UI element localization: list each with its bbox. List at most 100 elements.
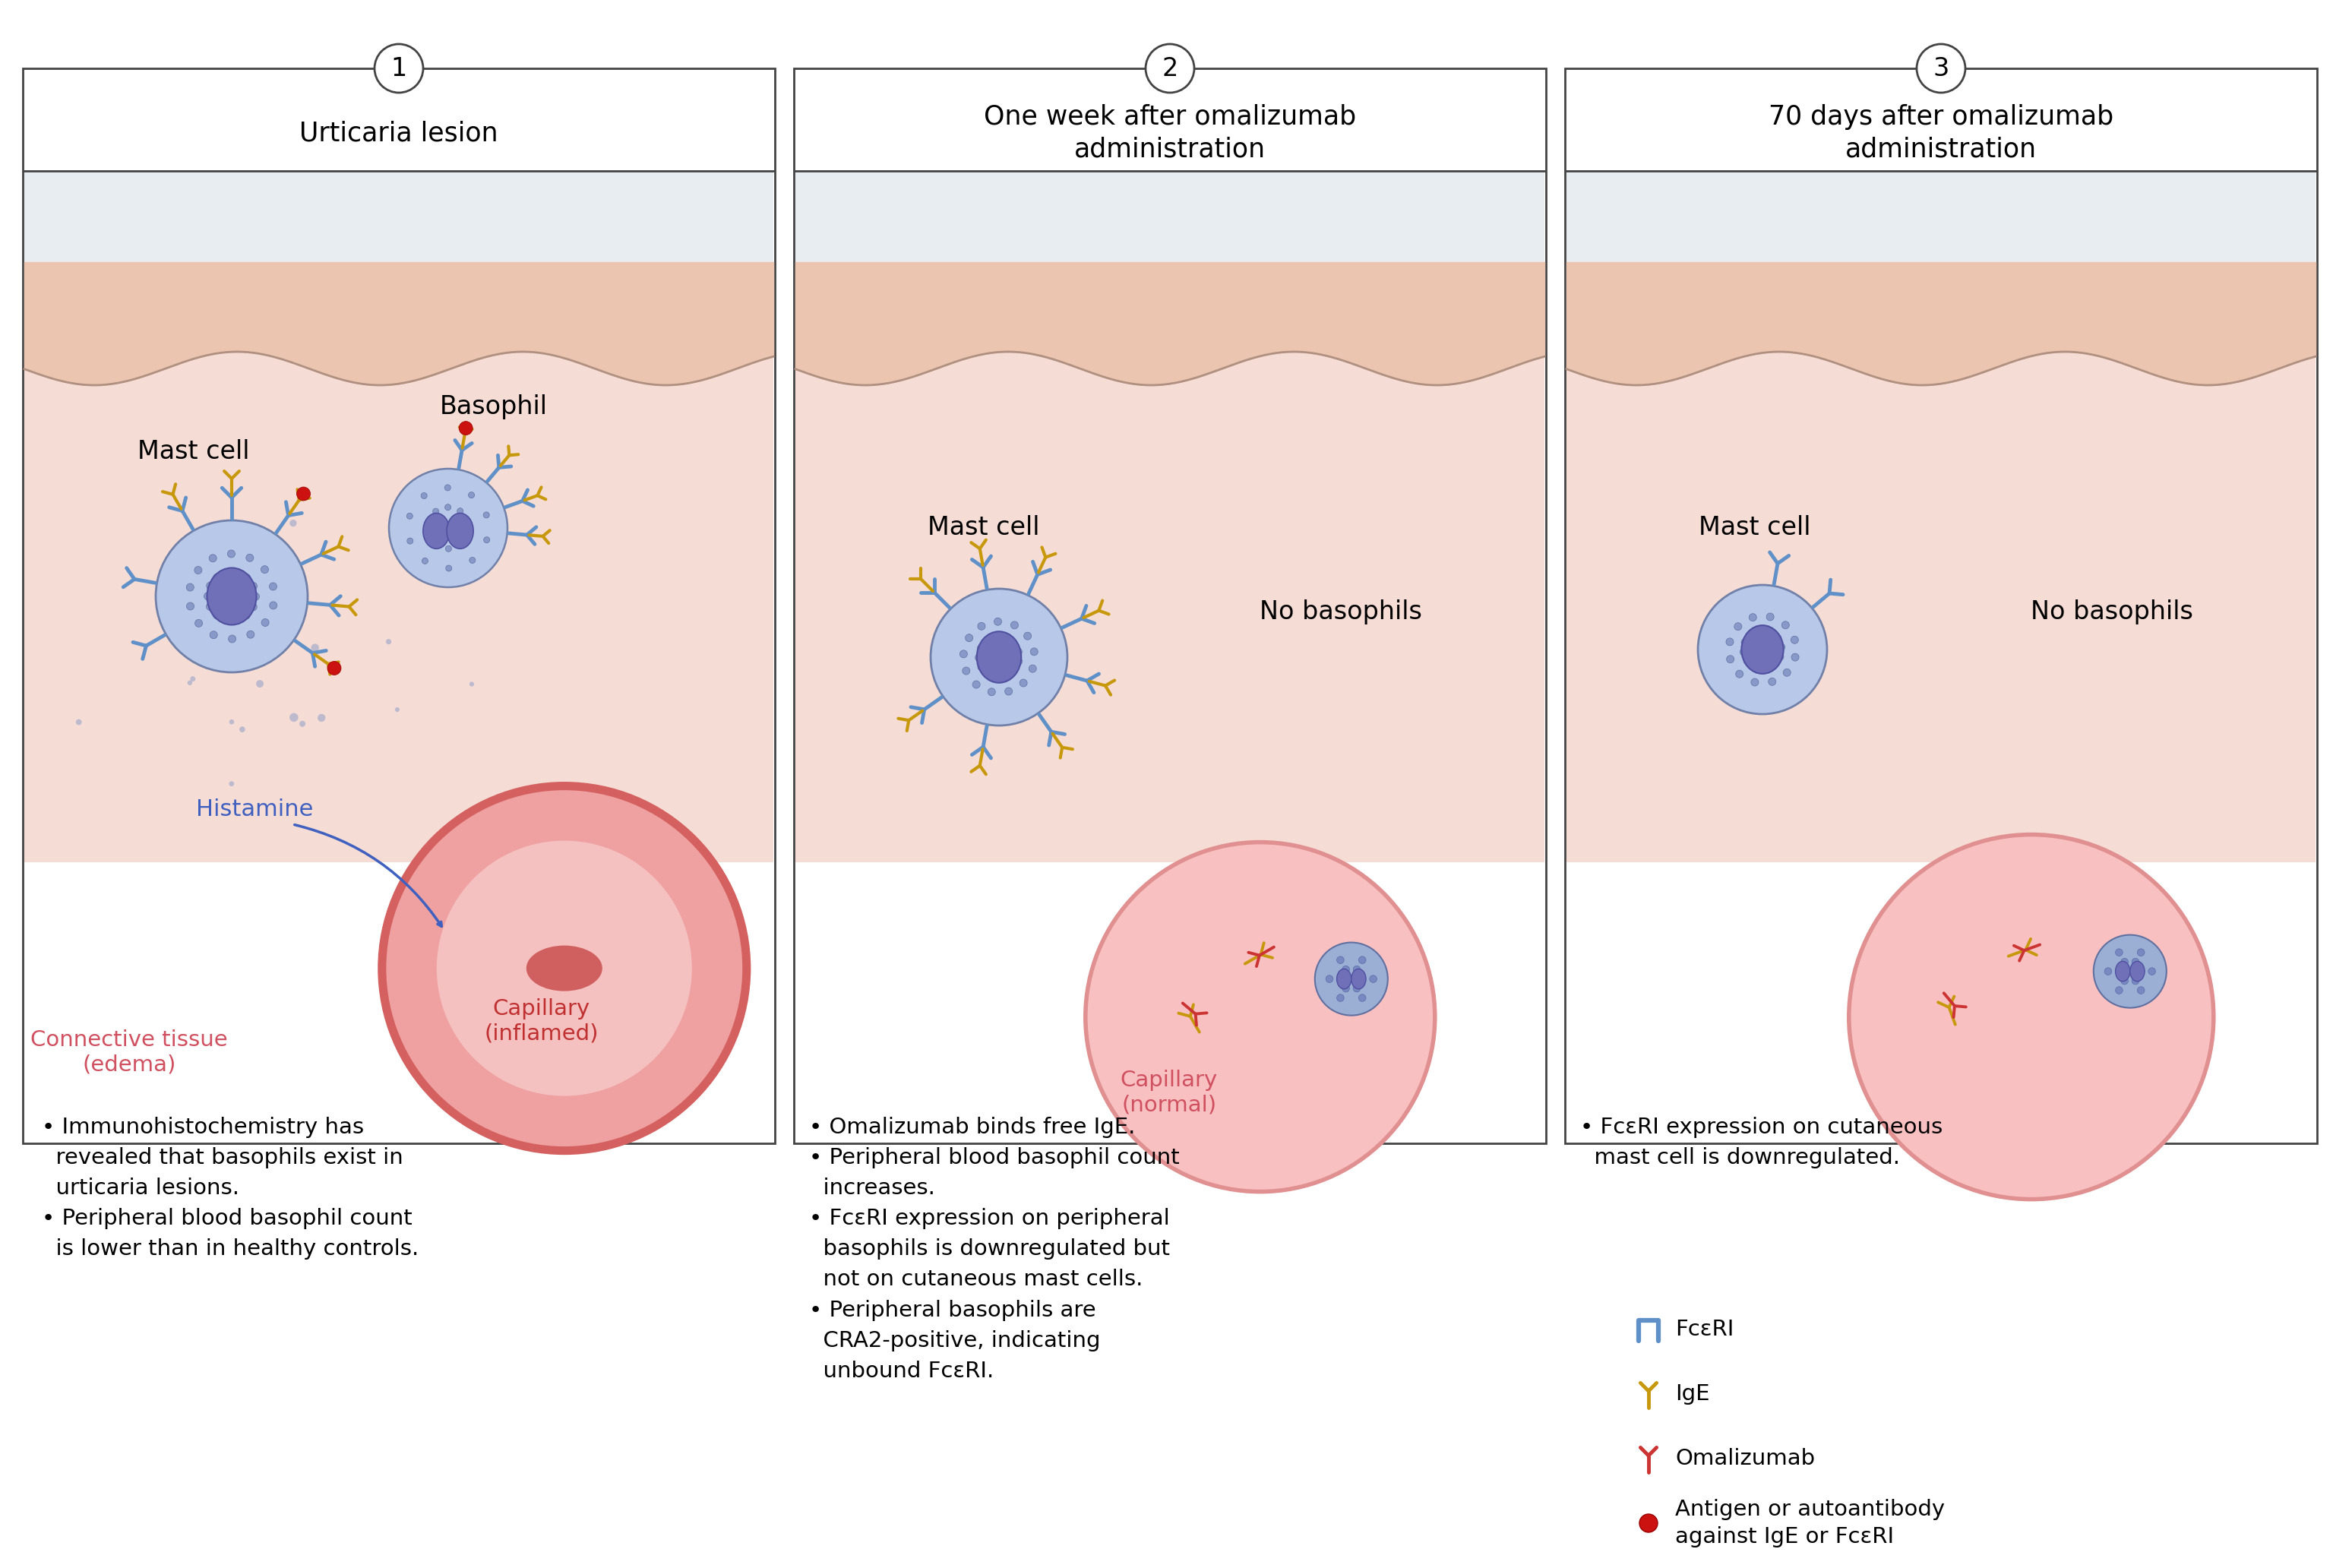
FancyBboxPatch shape [796, 331, 1544, 862]
Text: One week after omalizumab
administration: One week after omalizumab administration [985, 103, 1355, 162]
Circle shape [1015, 657, 1022, 665]
Circle shape [222, 616, 231, 624]
Circle shape [483, 536, 490, 543]
Ellipse shape [2116, 961, 2130, 982]
Circle shape [446, 546, 453, 552]
Circle shape [975, 654, 982, 662]
Circle shape [483, 513, 490, 517]
Circle shape [1003, 671, 1010, 679]
Circle shape [1726, 638, 1733, 646]
Ellipse shape [1740, 626, 1782, 674]
Circle shape [1006, 687, 1013, 695]
Text: 70 days after omalizumab
administration: 70 days after omalizumab administration [1768, 103, 2114, 162]
Circle shape [1353, 966, 1360, 974]
Circle shape [1750, 613, 1757, 621]
Circle shape [1775, 652, 1785, 660]
Circle shape [2121, 958, 2128, 966]
Circle shape [1792, 654, 1799, 662]
Circle shape [1757, 627, 1764, 635]
Circle shape [469, 682, 474, 687]
Ellipse shape [422, 513, 450, 549]
Circle shape [243, 574, 250, 582]
Circle shape [1768, 677, 1775, 685]
Circle shape [196, 619, 203, 627]
Ellipse shape [2130, 961, 2144, 982]
FancyBboxPatch shape [23, 69, 775, 1143]
Circle shape [222, 569, 231, 577]
Circle shape [205, 602, 215, 610]
Circle shape [1918, 44, 1964, 93]
Circle shape [987, 688, 996, 696]
FancyBboxPatch shape [796, 171, 1544, 262]
Circle shape [210, 555, 217, 561]
Circle shape [1766, 629, 1773, 637]
Circle shape [1358, 994, 1365, 1002]
Text: 3: 3 [1934, 56, 1948, 82]
Circle shape [250, 604, 257, 610]
Circle shape [229, 781, 233, 786]
Circle shape [1773, 633, 1782, 641]
Circle shape [992, 633, 1001, 641]
Circle shape [2116, 967, 2123, 975]
Text: 2: 2 [1162, 56, 1178, 82]
Circle shape [2132, 977, 2139, 985]
Circle shape [966, 633, 973, 641]
FancyBboxPatch shape [1565, 331, 2317, 862]
Text: • Omalizumab binds free IgE.
• Peripheral blood basophil count
  increases.
• Fc: • Omalizumab binds free IgE. • Periphera… [810, 1116, 1180, 1381]
Circle shape [252, 593, 259, 601]
Circle shape [1010, 666, 1017, 674]
Circle shape [985, 637, 992, 644]
Circle shape [1761, 665, 1768, 673]
Circle shape [310, 644, 320, 652]
Circle shape [1369, 975, 1376, 983]
Circle shape [229, 635, 236, 643]
Text: IgE: IgE [1675, 1383, 1710, 1405]
Circle shape [964, 666, 971, 674]
FancyBboxPatch shape [1565, 262, 2317, 331]
Circle shape [1771, 660, 1778, 668]
Circle shape [2104, 967, 2111, 975]
Circle shape [1024, 632, 1031, 640]
Circle shape [1850, 834, 2214, 1200]
Ellipse shape [1351, 969, 1365, 989]
Circle shape [1358, 975, 1365, 983]
Circle shape [233, 569, 240, 577]
Circle shape [187, 583, 194, 591]
Circle shape [390, 469, 509, 588]
Circle shape [296, 488, 310, 500]
Circle shape [271, 602, 278, 610]
Circle shape [1358, 956, 1365, 964]
Text: Urticaria lesion: Urticaria lesion [299, 121, 499, 146]
Circle shape [243, 612, 250, 619]
Circle shape [2116, 949, 2123, 956]
FancyBboxPatch shape [23, 262, 772, 331]
Circle shape [1747, 630, 1754, 638]
Circle shape [210, 630, 217, 638]
Circle shape [1020, 679, 1027, 687]
Text: No basophils: No basophils [2030, 599, 2193, 624]
Circle shape [187, 602, 194, 610]
Circle shape [212, 612, 219, 619]
Text: Histamine: Histamine [196, 798, 313, 820]
Circle shape [2137, 949, 2144, 956]
Ellipse shape [208, 568, 257, 624]
Circle shape [1341, 966, 1348, 974]
Circle shape [245, 554, 254, 561]
Circle shape [261, 619, 268, 626]
Ellipse shape [1337, 969, 1351, 989]
Text: Capillary
(inflamed): Capillary (inflamed) [485, 999, 600, 1044]
Circle shape [2137, 967, 2144, 975]
Text: Mast cell: Mast cell [138, 439, 250, 464]
Ellipse shape [978, 632, 1022, 682]
FancyBboxPatch shape [796, 262, 1544, 331]
Circle shape [156, 521, 308, 673]
Circle shape [1752, 663, 1759, 671]
Circle shape [1726, 655, 1733, 663]
Circle shape [2137, 986, 2144, 994]
Circle shape [2121, 977, 2128, 985]
Circle shape [1010, 621, 1017, 629]
Circle shape [432, 508, 439, 514]
Circle shape [261, 566, 268, 574]
Circle shape [191, 676, 196, 682]
Circle shape [317, 713, 324, 721]
